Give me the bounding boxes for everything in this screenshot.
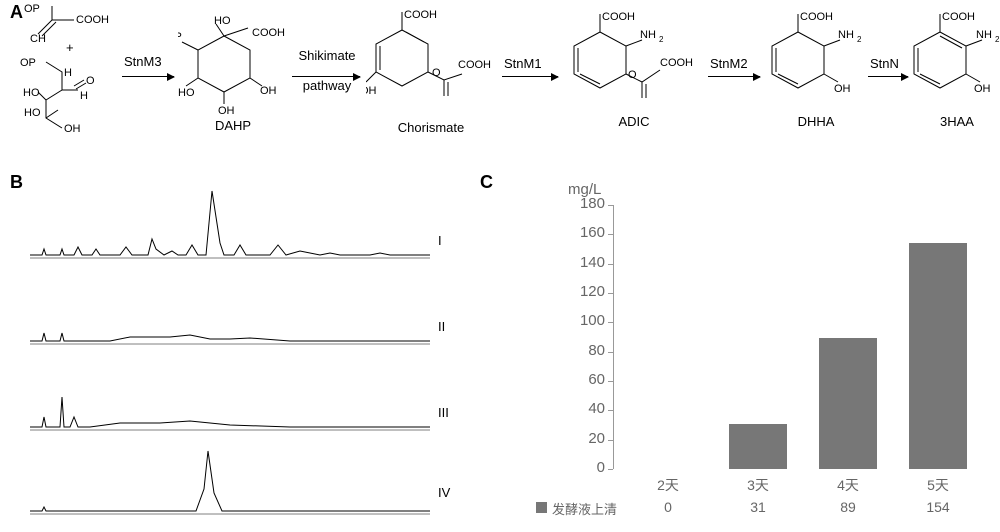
bar [819,338,877,469]
svg-text:NH: NH [976,29,992,41]
compound-label-dhha: DHHA [766,114,866,129]
compound-dhha: COOH NH2 OH DHHA [766,12,866,129]
svg-text:COOH: COOH [942,12,975,23]
reaction-arrow-3 [502,76,558,77]
compound-adic: COOH NH2 O COOH ADIC [564,12,704,129]
chromatogram-4 [30,441,430,521]
x-tick-label: 5天 [908,475,968,495]
chrom-label-1: I [438,233,442,248]
compound-label-3haa: 3HAA [912,114,1000,129]
reaction-label-stnn: StnN [870,56,899,71]
chromatogram-3 [30,357,430,437]
chrom-label-4: IV [438,485,450,500]
y-tick-label: 0 [565,459,605,476]
svg-text:HO: HO [23,87,40,99]
svg-text:NH: NH [838,29,854,41]
svg-text:2: 2 [995,35,1000,44]
svg-text:CH: CH [30,33,46,45]
svg-text:H: H [80,90,88,102]
reaction-label-stnm3: StnM3 [124,54,162,69]
panel-label-b: B [10,172,23,193]
svg-text:O: O [432,67,441,79]
reaction-label-shikimate-a: Shikimate [292,48,362,63]
reaction-arrow-4 [708,76,760,77]
chromatogram-2 [30,271,430,351]
svg-text:2: 2 [659,35,664,44]
svg-text:COOH: COOH [76,14,109,26]
reaction-label-stnm1: StnM1 [504,56,542,71]
svg-text:OP: OP [24,4,40,15]
svg-text:OH: OH [64,123,81,134]
y-tick-label: 180 [565,195,605,212]
legend-label: 发酵液上清 [552,499,617,518]
reaction-label-shikimate-b: pathway [292,78,362,93]
y-tick-label: 40 [565,400,605,417]
svg-text:COOH: COOH [404,10,437,21]
svg-text:+: + [66,40,74,55]
reaction-arrow-1 [122,76,174,77]
svg-text:H: H [64,67,72,79]
y-tick-label: 140 [565,254,605,271]
panel-label-c: C [480,172,493,193]
compound-dahp: HO COOH OH OH HO OP DAHP [178,8,288,133]
svg-text:COOH: COOH [602,12,635,23]
value-label: 0 [638,499,698,515]
value-label: 154 [908,499,968,515]
svg-text:OP: OP [20,57,36,69]
y-tick-label: 80 [565,342,605,359]
chrom-label-2: II [438,319,445,334]
compound-chorismate: COOH O COOH OH Chorismate [366,10,496,135]
svg-text:OH: OH [260,85,277,97]
svg-text:OH: OH [218,105,235,117]
panel-b-chromatograms: I II III IV [30,185,470,515]
legend-swatch [536,502,547,513]
reaction-label-stnm2: StnM2 [710,56,748,71]
svg-text:HO: HO [24,107,41,119]
svg-text:O: O [86,75,95,87]
compound-label-dahp: DAHP [178,118,288,133]
chromatogram-1 [30,185,430,265]
svg-text:COOH: COOH [458,59,491,71]
y-axis [613,205,614,469]
bar [909,243,967,469]
y-tick-label: 20 [565,430,605,447]
svg-text:2: 2 [857,35,862,44]
x-tick-label: 3天 [728,475,788,495]
y-tick-label: 120 [565,283,605,300]
svg-text:NH: NH [640,29,656,41]
panel-a-reaction-scheme: OP COOH CH + OP H HO HO OH O H StnM3 [30,4,990,154]
y-tick-label: 160 [565,224,605,241]
reaction-arrow-5 [868,76,908,77]
svg-text:COOH: COOH [800,12,833,23]
svg-text:OH: OH [834,83,851,95]
value-label: 31 [728,499,788,515]
chrom-label-3: III [438,405,449,420]
svg-text:COOH: COOH [252,27,285,39]
x-tick-label: 2天 [638,475,698,495]
svg-text:OH: OH [974,83,991,95]
bar [729,424,787,469]
svg-text:COOH: COOH [660,57,693,69]
svg-text:OH: OH [366,85,377,97]
y-tick-label: 60 [565,371,605,388]
compound-3haa: COOH NH2 OH 3HAA [912,12,1000,129]
compound-label-adic: ADIC [564,114,704,129]
y-tick-label: 100 [565,312,605,329]
panel-c-bar-chart: mg/L 020406080100120140160180 2天03天314天8… [500,185,990,525]
value-label: 89 [818,499,878,515]
reaction-arrow-2 [292,76,360,77]
x-tick-label: 4天 [818,475,878,495]
compound-pep-e4p: OP COOH CH + OP H HO HO OH O H [20,4,120,134]
svg-text:HO: HO [178,87,195,99]
compound-label-chorismate: Chorismate [366,120,496,135]
svg-text:OP: OP [178,31,182,43]
